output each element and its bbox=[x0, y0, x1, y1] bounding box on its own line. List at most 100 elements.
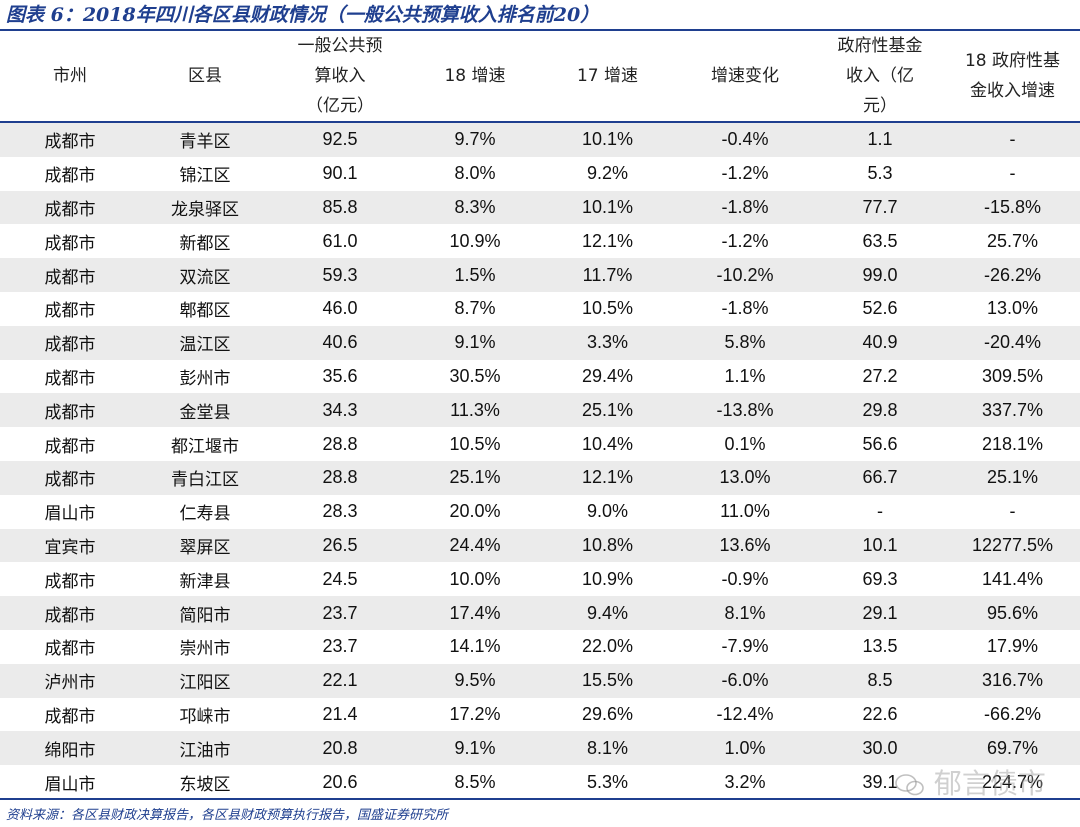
table-row: 宜宾市 翠屏区 26.5 24.4% 10.8% 13.6% 10.1 12277.5% bbox=[0, 528, 1080, 563]
cell-fund-growth: -20.4% bbox=[945, 325, 1080, 360]
source-note: 资料来源：各区县财政决算报告，各区县财政预算执行报告，国盛证券研究所 bbox=[6, 808, 449, 823]
cell-city: 成都市 bbox=[44, 639, 96, 660]
cell-growth17: 11.7% bbox=[540, 258, 675, 292]
cell-change: 13.6% bbox=[675, 528, 815, 563]
cell-revenue: 90.1 bbox=[322, 163, 358, 184]
cell-change: -6.0% bbox=[675, 663, 815, 698]
cell-change: -1.2% bbox=[721, 163, 769, 184]
cell-fund-growth: - bbox=[945, 122, 1080, 157]
cell-revenue: 28.8 bbox=[270, 460, 410, 495]
header-fund-growth-line1: 18 政府性基 bbox=[964, 51, 1061, 71]
cell-fund-growth: 95.6% bbox=[945, 596, 1080, 630]
cell-fund-growth: - bbox=[1009, 501, 1016, 522]
cell-city: 眉山市 bbox=[44, 504, 96, 525]
cell-revenue: 26.5 bbox=[270, 528, 410, 563]
cell-city: 成都市 bbox=[0, 122, 140, 157]
cell-city: 泸州市 bbox=[0, 663, 140, 698]
cell-fund-growth: 69.7% bbox=[945, 731, 1080, 766]
header-change: 增速变化 bbox=[711, 66, 779, 86]
cell-fund: 10.1 bbox=[815, 528, 945, 563]
cell-fund-growth: 25.7% bbox=[986, 230, 1039, 251]
cell-change: 1.0% bbox=[675, 731, 815, 766]
cell-county: 锦江区 bbox=[179, 166, 231, 187]
cell-fund-growth: 218.1% bbox=[981, 433, 1044, 454]
cell-fund: 27.2 bbox=[862, 365, 898, 386]
cell-fund: 5.3 bbox=[867, 163, 893, 184]
cell-change: 5.8% bbox=[675, 325, 815, 360]
cell-city: 成都市 bbox=[0, 190, 140, 225]
cell-growth18: 14.1% bbox=[449, 636, 501, 657]
cell-fund-growth: 224.7% bbox=[981, 771, 1044, 792]
cell-county: 温江区 bbox=[140, 325, 270, 360]
cell-growth18: 10.0% bbox=[449, 568, 501, 589]
cell-fund: 39.1 bbox=[862, 771, 898, 792]
cell-fund: 99.0 bbox=[815, 258, 945, 292]
cell-growth18: 17.4% bbox=[410, 596, 540, 630]
cell-city: 眉山市 bbox=[44, 774, 96, 795]
cell-fund: 29.8 bbox=[815, 393, 945, 428]
cell-fund: 22.6 bbox=[862, 703, 898, 724]
cell-growth18: 11.3% bbox=[410, 393, 540, 428]
header-fund-line1: 政府性基金 bbox=[837, 36, 923, 56]
cell-city: 成都市 bbox=[44, 436, 96, 457]
cell-city: 宜宾市 bbox=[0, 528, 140, 563]
header-revenue: 一般公共预 算收入 （亿元） bbox=[270, 31, 410, 122]
cell-growth17: 10.4% bbox=[581, 433, 634, 454]
cell-growth17: 25.1% bbox=[540, 393, 675, 428]
header-fund-growth-line2: 金收入增速 bbox=[970, 81, 1055, 101]
cell-city: 成都市 bbox=[44, 368, 96, 389]
cell-change: -1.8% bbox=[675, 190, 815, 225]
figure-title: 图表 6：2018年四川各区县财政情况（一般公共预算收入排名前20） bbox=[6, 4, 600, 26]
table-row: 泸州市 江阳区 22.1 9.5% 15.5% -6.0% 8.5 316.7% bbox=[0, 663, 1080, 698]
cell-change: -0.4% bbox=[675, 122, 815, 157]
cell-fund-growth: 13.0% bbox=[986, 298, 1039, 319]
cell-fund: 1.1 bbox=[815, 122, 945, 157]
cell-city: 成都市 bbox=[0, 460, 140, 495]
cell-revenue: 28.3 bbox=[322, 501, 358, 522]
fiscal-table: 市州 区县 一般公共预 算收入 （亿元） 18 增速 17 增速 增速变化 政府… bbox=[0, 31, 1080, 799]
cell-change: -1.8% bbox=[721, 298, 769, 319]
cell-change: -0.9% bbox=[721, 568, 769, 589]
cell-revenue: 85.8 bbox=[270, 190, 410, 225]
table-row: 成都市 新津县 24.5 10.0% 10.9% -0.9% 69.3 141.4% bbox=[0, 562, 1080, 596]
header-fund: 政府性基金 收入（亿 元） bbox=[815, 31, 945, 122]
cell-revenue: 23.7 bbox=[322, 636, 358, 657]
header-county: 区县 bbox=[188, 66, 222, 86]
cell-fund-growth: 309.5% bbox=[981, 365, 1044, 386]
cell-growth17: 9.4% bbox=[540, 596, 675, 630]
cell-growth17: 12.1% bbox=[581, 230, 634, 251]
cell-growth18: 25.1% bbox=[410, 460, 540, 495]
cell-county: 金堂县 bbox=[140, 393, 270, 428]
cell-fund: 52.6 bbox=[862, 298, 898, 319]
table-row: 成都市 青白江区 28.8 25.1% 12.1% 13.0% 66.7 25.1% bbox=[0, 460, 1080, 495]
cell-change: -10.2% bbox=[675, 258, 815, 292]
cell-fund: 66.7 bbox=[815, 460, 945, 495]
cell-growth18: 17.2% bbox=[449, 703, 501, 724]
cell-fund-growth: -26.2% bbox=[945, 258, 1080, 292]
cell-city: 成都市 bbox=[0, 258, 140, 292]
cell-growth18: 8.0% bbox=[454, 163, 496, 184]
cell-growth17: 10.5% bbox=[581, 298, 634, 319]
cell-county: 东坡区 bbox=[179, 774, 231, 795]
cell-city: 成都市 bbox=[0, 596, 140, 630]
table-row: 成都市 温江区 40.6 9.1% 3.3% 5.8% 40.9 -20.4% bbox=[0, 325, 1080, 360]
cell-change: -12.4% bbox=[716, 703, 774, 724]
cell-city: 成都市 bbox=[44, 233, 96, 254]
cell-revenue: 24.5 bbox=[322, 568, 358, 589]
cell-fund-growth: 17.9% bbox=[986, 636, 1039, 657]
cell-city: 绵阳市 bbox=[0, 731, 140, 766]
cell-city: 成都市 bbox=[0, 325, 140, 360]
cell-growth18: 9.1% bbox=[410, 325, 540, 360]
cell-change: 8.1% bbox=[675, 596, 815, 630]
cell-fund-growth: 141.4% bbox=[981, 568, 1044, 589]
cell-growth18: 8.3% bbox=[410, 190, 540, 225]
cell-city: 成都市 bbox=[44, 166, 96, 187]
cell-county: 邛崃市 bbox=[179, 706, 231, 727]
header-growth17: 17 增速 bbox=[576, 66, 639, 86]
cell-fund-growth: 12277.5% bbox=[945, 528, 1080, 563]
cell-county: 新都区 bbox=[179, 233, 231, 254]
table-body: 成都市 青羊区 92.5 9.7% 10.1% -0.4% 1.1- 成都市 锦江区 90.1 8.… bbox=[0, 122, 1080, 799]
cell-change: 3.2% bbox=[724, 771, 766, 792]
cell-county: 仁寿县 bbox=[179, 504, 231, 525]
cell-fund: 56.6 bbox=[862, 433, 898, 454]
